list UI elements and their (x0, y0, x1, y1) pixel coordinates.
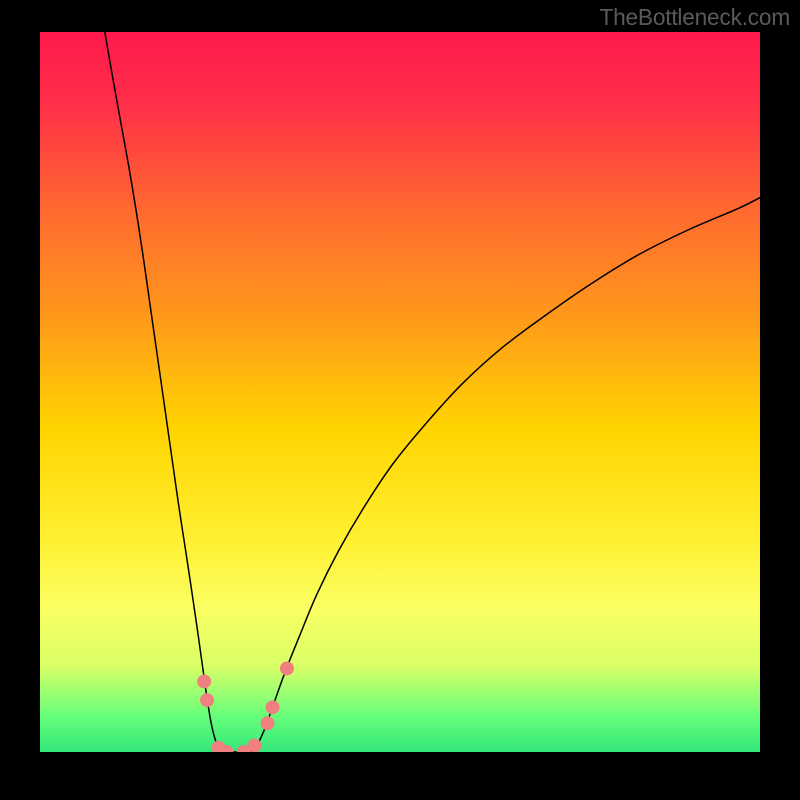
marker-point (248, 739, 262, 753)
marker-point (266, 700, 280, 714)
marker-point (261, 716, 275, 730)
marker-point (200, 693, 214, 707)
marker-point (219, 745, 233, 759)
chart-container: TheBottleneck.com (0, 0, 800, 800)
marker-point (280, 661, 294, 675)
bottleneck-chart (0, 0, 800, 800)
marker-point (197, 674, 211, 688)
plot-background (40, 32, 760, 752)
